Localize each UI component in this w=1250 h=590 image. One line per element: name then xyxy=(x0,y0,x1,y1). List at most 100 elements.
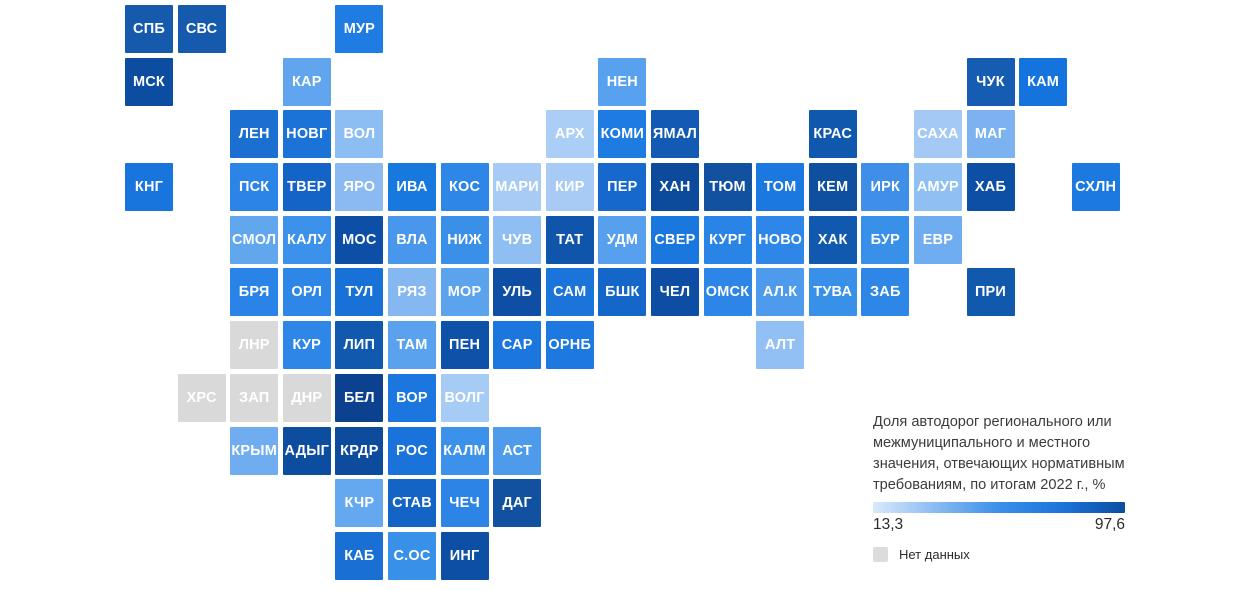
region-tile[interactable]: СТАВ xyxy=(387,479,436,528)
region-tile[interactable]: ТЮМ xyxy=(703,163,752,212)
region-tile[interactable]: КРЫМ xyxy=(230,426,279,475)
region-tile-label: ХАК xyxy=(817,231,848,248)
region-tile[interactable]: ЗАБ xyxy=(861,268,910,317)
region-tile[interactable]: АСТ xyxy=(493,426,542,475)
region-tile-label: ХРС xyxy=(186,389,217,406)
region-tile[interactable]: ЛИП xyxy=(335,321,384,370)
region-tile[interactable]: ВОЛ xyxy=(335,110,384,159)
region-tile[interactable]: КАЛМ xyxy=(440,426,489,475)
region-tile[interactable]: КАМ xyxy=(1019,57,1068,106)
region-tile[interactable]: ТУВА xyxy=(808,268,857,317)
region-tile[interactable]: НОВО xyxy=(756,215,805,264)
region-tile[interactable]: БРЯ xyxy=(230,268,279,317)
region-tile[interactable]: ДНР xyxy=(282,373,331,422)
region-tile-label: КРАС xyxy=(813,126,853,143)
region-tile[interactable]: МОР xyxy=(440,268,489,317)
region-tile[interactable]: МАГ xyxy=(966,110,1015,159)
region-tile[interactable]: ХРС xyxy=(177,373,226,422)
region-tile[interactable]: АДЫГ xyxy=(282,426,331,475)
region-tile[interactable]: ОРЛ xyxy=(282,268,331,317)
region-tile[interactable]: СМОЛ xyxy=(230,215,279,264)
region-tile[interactable]: УДМ xyxy=(598,215,647,264)
region-tile[interactable]: ИВА xyxy=(387,163,436,212)
region-tile[interactable]: РЯЗ xyxy=(387,268,436,317)
region-tile[interactable]: ОМСК xyxy=(703,268,752,317)
region-tile[interactable]: КУРГ xyxy=(703,215,752,264)
region-tile[interactable]: ЕВР xyxy=(913,215,962,264)
region-tile[interactable]: ЯРО xyxy=(335,163,384,212)
region-tile[interactable]: НОВГ xyxy=(282,110,331,159)
region-tile[interactable]: ПЕН xyxy=(440,321,489,370)
region-tile-label: МУР xyxy=(343,21,376,37)
region-tile[interactable]: СХЛН xyxy=(1071,163,1120,212)
region-tile[interactable]: РОС xyxy=(387,426,436,475)
color-scale-min-label: 13,3 xyxy=(873,516,904,533)
region-tile[interactable]: КОМИ xyxy=(598,110,647,159)
region-tile[interactable]: НЕН xyxy=(598,57,647,106)
region-tile[interactable]: С.ОС xyxy=(387,531,436,580)
region-tile[interactable]: КРДР xyxy=(335,426,384,475)
region-tile[interactable]: ЧУК xyxy=(966,57,1015,106)
region-tile[interactable]: ОРНБ xyxy=(545,321,594,370)
region-tile[interactable]: ЛЕН xyxy=(230,110,279,159)
region-tile[interactable]: НИЖ xyxy=(440,215,489,264)
region-tile[interactable]: МСК xyxy=(125,57,173,106)
region-tile[interactable]: САР xyxy=(493,321,542,370)
region-tile[interactable]: БЕЛ xyxy=(335,373,384,422)
region-tile[interactable]: АРХ xyxy=(545,110,594,159)
region-tile-label: ЧУВ xyxy=(502,231,533,248)
region-tile[interactable]: КАР xyxy=(282,57,331,106)
region-tile-label: ОРЛ xyxy=(291,284,323,301)
region-tile[interactable]: ЧЕЛ xyxy=(650,268,699,317)
region-tile[interactable]: САХА xyxy=(913,110,962,159)
region-tile[interactable]: ИРК xyxy=(861,163,910,212)
region-tile-label: МАГ xyxy=(974,126,1007,143)
region-tile[interactable]: САМ xyxy=(545,268,594,317)
region-tile[interactable]: ХАН xyxy=(650,163,699,212)
region-tile[interactable]: ВЛА xyxy=(387,215,436,264)
region-tile[interactable]: АЛ.К xyxy=(756,268,805,317)
region-tile[interactable]: МУР xyxy=(335,5,384,53)
region-tile[interactable]: ПСК xyxy=(230,163,279,212)
region-tile[interactable]: ПРИ xyxy=(966,268,1015,317)
region-tile[interactable]: СПБ xyxy=(125,5,173,53)
region-tile[interactable]: СВЕР xyxy=(650,215,699,264)
region-tile[interactable]: ХАБ xyxy=(966,163,1015,212)
region-tile[interactable]: ТАТ xyxy=(545,215,594,264)
region-tile[interactable]: КАБ xyxy=(335,531,384,580)
region-tile-label: АЛ.К xyxy=(762,284,798,301)
region-tile[interactable]: КАЛУ xyxy=(282,215,331,264)
region-tile[interactable]: ПЕР xyxy=(598,163,647,212)
region-tile[interactable]: КНГ xyxy=(125,163,173,212)
region-tile[interactable]: ЧУВ xyxy=(493,215,542,264)
region-tile[interactable]: КЕМ xyxy=(808,163,857,212)
region-tile[interactable]: ДАГ xyxy=(493,479,542,528)
region-tile[interactable]: КУР xyxy=(282,321,331,370)
region-tile-label: НЕН xyxy=(606,73,638,90)
region-tile[interactable]: ТУЛ xyxy=(335,268,384,317)
region-tile-label: ВОЛГ xyxy=(444,389,485,406)
region-tile[interactable]: АЛТ xyxy=(756,321,805,370)
region-tile[interactable]: ЧЕЧ xyxy=(440,479,489,528)
region-tile[interactable]: БУР xyxy=(861,215,910,264)
region-tile[interactable]: УЛЬ xyxy=(493,268,542,317)
region-tile[interactable]: МАРИ xyxy=(493,163,542,212)
region-tile[interactable]: ХАК xyxy=(808,215,857,264)
region-tile[interactable]: КЧР xyxy=(335,479,384,528)
region-tile[interactable]: МОС xyxy=(335,215,384,264)
region-tile[interactable]: ВОР xyxy=(387,373,436,422)
region-tile[interactable]: ТОМ xyxy=(756,163,805,212)
region-tile[interactable]: СВС xyxy=(177,5,226,53)
region-tile[interactable]: ЯМАЛ xyxy=(650,110,699,159)
region-tile[interactable]: ВОЛГ xyxy=(440,373,489,422)
region-tile[interactable]: БШК xyxy=(598,268,647,317)
region-tile[interactable]: ИНГ xyxy=(440,531,489,580)
region-tile[interactable]: ЗАП xyxy=(230,373,279,422)
region-tile[interactable]: КОС xyxy=(440,163,489,212)
region-tile[interactable]: АМУР xyxy=(913,163,962,212)
region-tile[interactable]: КРАС xyxy=(808,110,857,159)
region-tile[interactable]: ЛНР xyxy=(230,321,279,370)
region-tile[interactable]: ТАМ xyxy=(387,321,436,370)
region-tile[interactable]: КИР xyxy=(545,163,594,212)
region-tile[interactable]: ТВЕР xyxy=(282,163,331,212)
